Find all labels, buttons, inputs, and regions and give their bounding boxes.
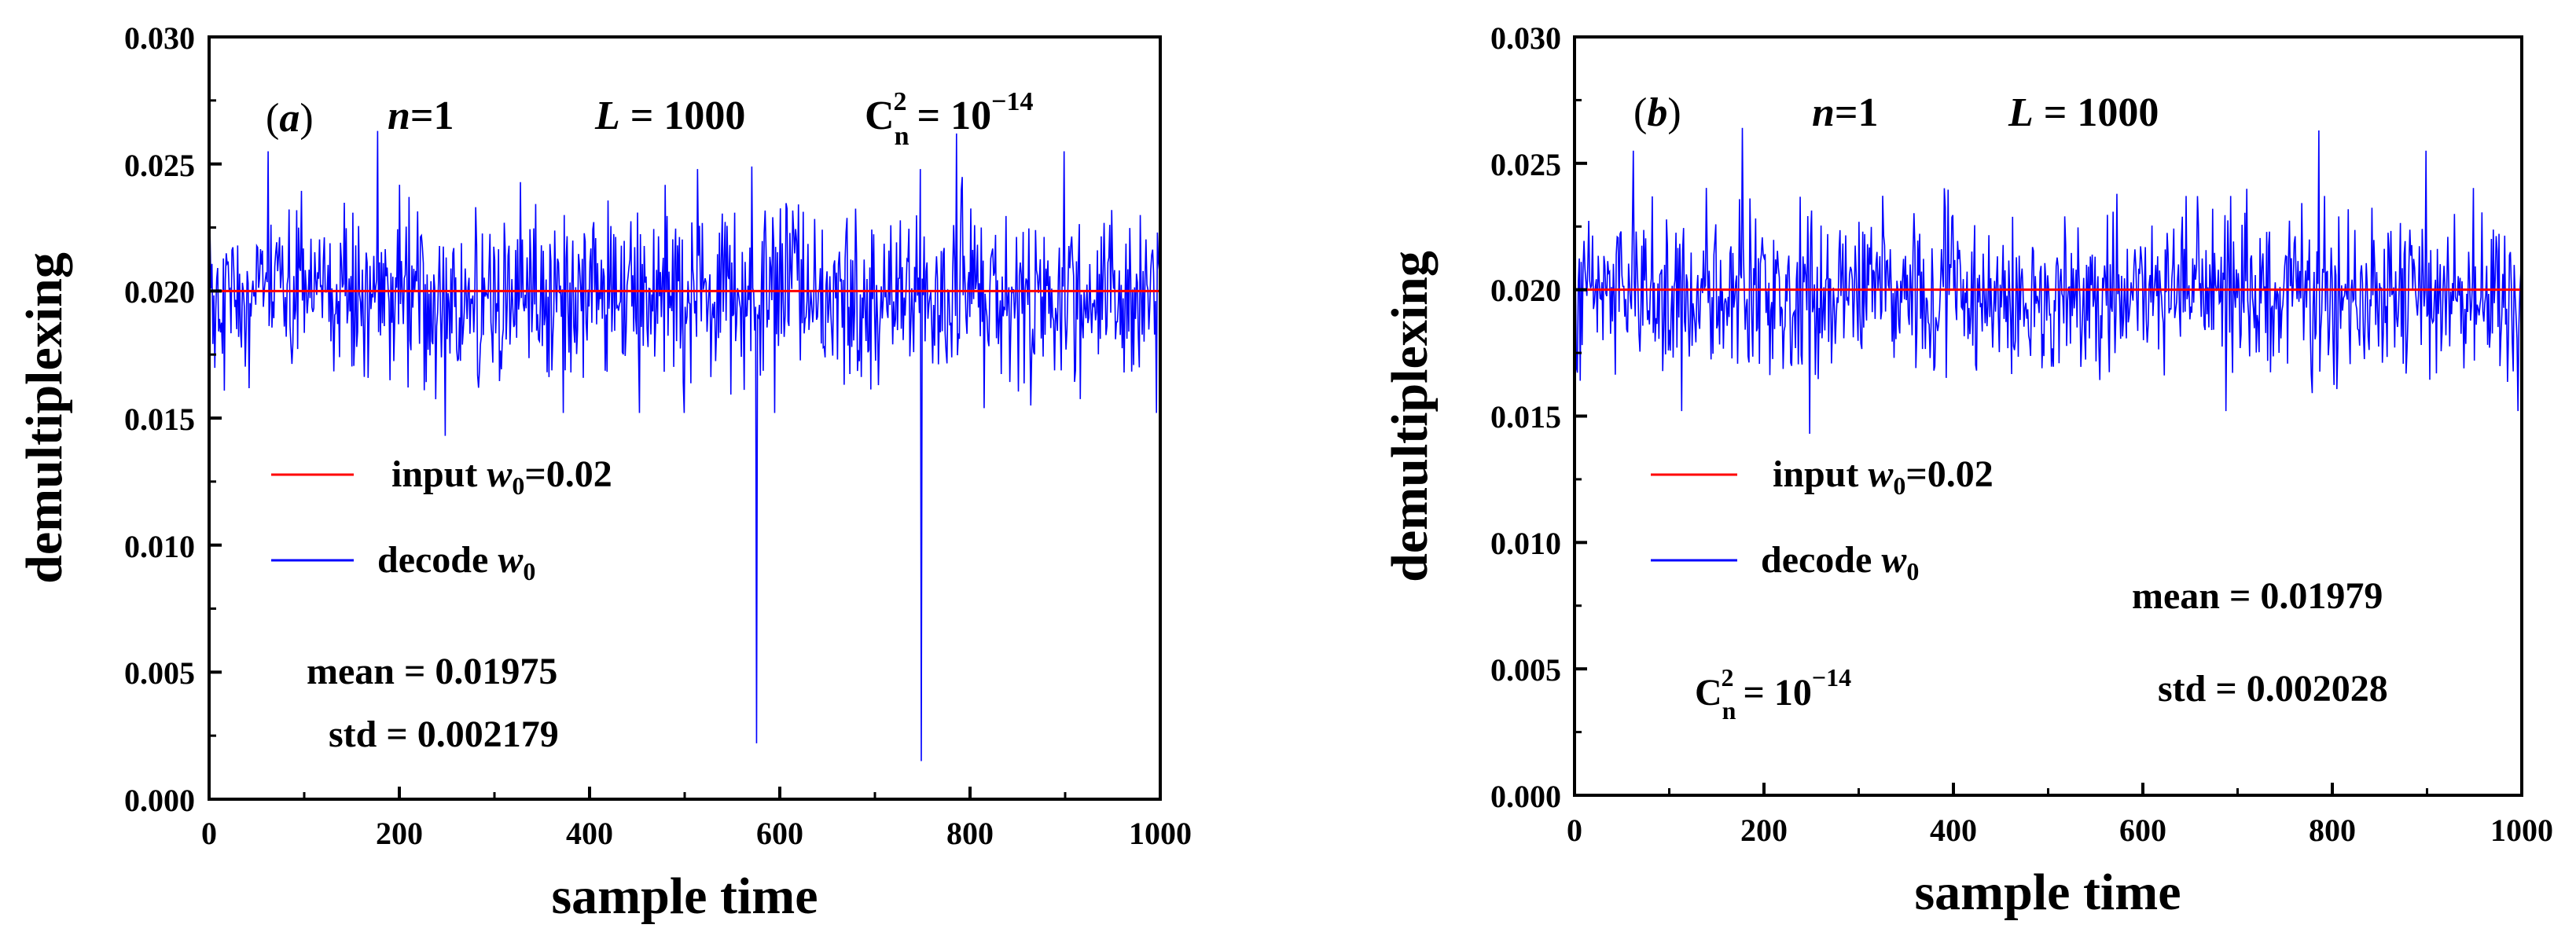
panel-a-std-text: std = 0.002179 [329,714,559,755]
panel-b-ytick-label: 0.020 [1490,273,1561,308]
panel-a-ytick-label: 0.005 [124,655,195,691]
panel-b-plot-area [1574,127,2523,435]
panel-b-xtick-label: 0 [1567,813,1582,848]
panel-b-ytick-label: 0.025 [1490,147,1561,182]
panel-b-ytick-label: 0.015 [1490,399,1561,435]
panel-b-ytick-label: 0.000 [1490,779,1561,814]
panel-a-x-axis-title: sample time [551,868,818,925]
panel-a-ytick-label: 0.010 [124,529,195,564]
panel-b-y-axis-title: demultiplexing [1381,251,1439,582]
panel-a-ytick-label: 0.000 [124,783,195,818]
panel-b-cn2-label: Cn2 = 10−14 [1695,663,1851,725]
panel-a-l-label: L = 1000 [594,94,745,138]
panel-b: 0.000 0.005 0.010 0.015 0.020 0.025 0.03… [1381,20,2553,921]
panel-b-std-text: std = 0.002028 [2158,668,2388,710]
panel-b-n-label: n=1 [1812,90,1879,135]
panel-a-n-label: n=1 [388,94,454,138]
panel-b-xtick-label: 400 [1930,813,1977,848]
panel-b-label: (b) [1633,90,1681,135]
panel-a-decode-series-line [208,130,1161,761]
panel-a-ytick-label: 0.020 [124,274,195,310]
panel-b-xtick-label: 600 [2119,813,2166,848]
panel-a-ytick-label: 0.025 [124,148,195,183]
panel-a-xtick-label: 800 [946,816,994,851]
panel-b-xtick-label: 1000 [2490,813,2553,848]
panel-a-y-axis-title: demultiplexing [16,252,73,584]
panel-a-xtick-label: 0 [201,816,217,851]
panel-b-legend-decode-label: decode w0 [1761,539,1919,585]
panel-a: 0.000 0.005 0.010 0.015 0.020 0.025 0.03… [16,20,1192,925]
panel-b-ytick-label: 0.010 [1490,526,1561,561]
panel-a-xtick-label: 1000 [1129,816,1192,851]
panel-b-xtick-label: 800 [2309,813,2356,848]
panel-a-ticks [208,35,1162,801]
panel-b-ticks [1573,35,2523,797]
panel-b-xtick-label: 200 [1740,813,1788,848]
panel-a-legend-input-label: input w0=0.02 [391,453,612,500]
panel-b-ytick-label: 0.005 [1490,652,1561,688]
panel-b-legend-input-label: input w0=0.02 [1773,453,1994,500]
panel-a-cn2-label: Cn2 = 10−14 [865,87,1034,151]
panel-a-mean-text: mean = 0.01975 [307,651,557,692]
panel-a-ytick-label: 0.015 [124,402,195,437]
panel-a-xtick-label: 400 [566,816,613,851]
panel-b-x-axis-title: sample time [1914,864,2181,921]
panel-a-plot-area [208,130,1161,761]
panel-a-legend-decode-label: decode w0 [377,539,535,585]
panel-b-l-label: L = 1000 [2008,90,2159,135]
panel-a-ytick-label: 0.030 [124,20,195,56]
panel-a-label: (a) [266,96,314,141]
panel-b-mean-text: mean = 0.01979 [2132,575,2383,617]
panel-b-ytick-label: 0.030 [1490,20,1561,56]
panel-b-decode-series-line [1574,127,2523,435]
panel-a-xtick-label: 200 [376,816,423,851]
panel-a-xtick-label: 600 [756,816,803,851]
